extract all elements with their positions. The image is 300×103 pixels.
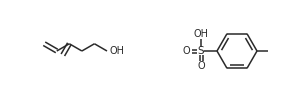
Text: S: S (198, 46, 204, 56)
Text: O: O (182, 46, 190, 56)
Text: OH: OH (110, 46, 125, 56)
Text: OH: OH (194, 29, 208, 39)
Text: O: O (197, 61, 205, 71)
